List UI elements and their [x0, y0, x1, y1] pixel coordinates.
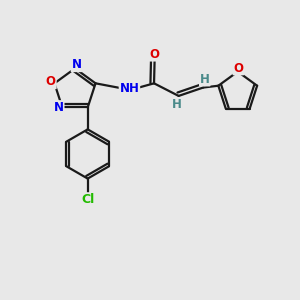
Text: H: H [200, 73, 210, 85]
Text: Cl: Cl [81, 193, 94, 206]
Text: NH: NH [119, 82, 140, 95]
Text: N: N [71, 58, 82, 71]
Text: N: N [54, 101, 64, 114]
Text: O: O [46, 75, 56, 88]
Text: H: H [172, 98, 182, 111]
Text: O: O [233, 61, 243, 74]
Text: O: O [150, 48, 160, 61]
